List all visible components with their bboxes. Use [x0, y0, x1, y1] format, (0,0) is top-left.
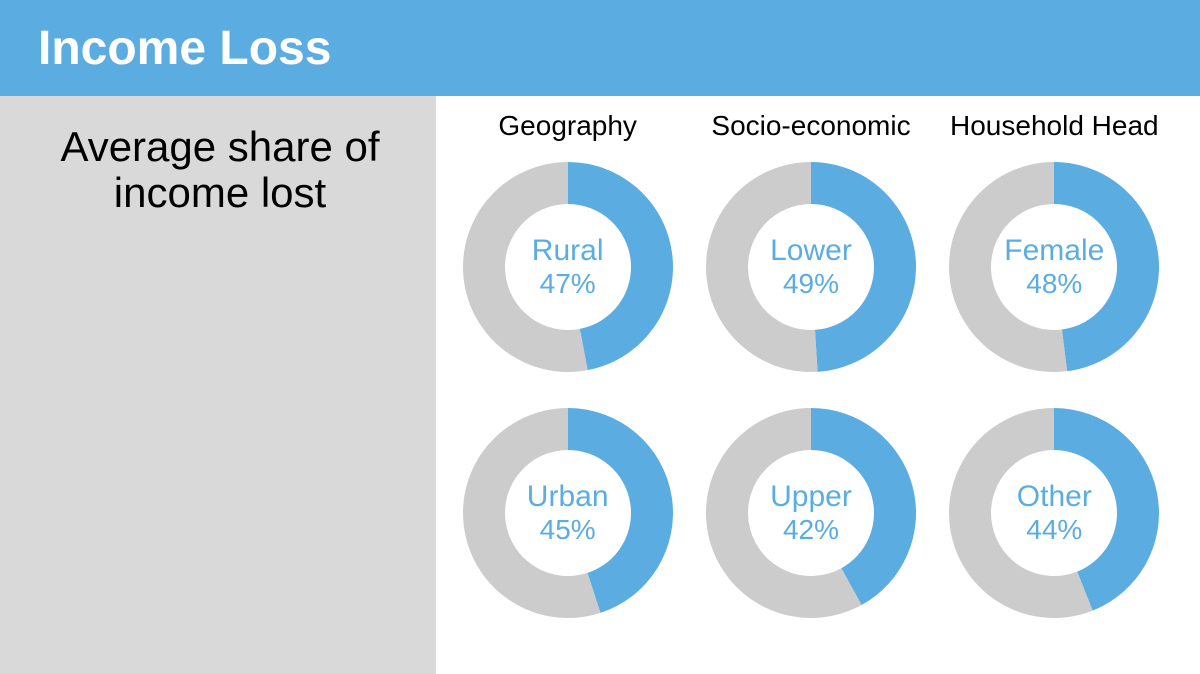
column-headers: Geography Socio-economic Household Head	[446, 110, 1176, 142]
donut-rural: Rural 47%	[463, 162, 673, 372]
donut-center: Lower 49%	[706, 162, 916, 372]
donut-value: 42%	[783, 514, 839, 546]
donut-label: Rural	[532, 234, 604, 269]
donut-female: Female 48%	[949, 162, 1159, 372]
donut-label: Female	[1004, 234, 1104, 269]
donut-urban: Urban 45%	[463, 408, 673, 618]
donut-upper: Upper 42%	[706, 408, 916, 618]
donut-center: Urban 45%	[463, 408, 673, 618]
column-header-household-head: Household Head	[933, 110, 1176, 142]
donut-label: Lower	[770, 234, 852, 269]
donut-cell: Other 44%	[933, 390, 1176, 636]
donut-center: Female 48%	[949, 162, 1159, 372]
side-panel: Average share of income lost	[0, 96, 436, 674]
donut-center: Other 44%	[949, 408, 1159, 618]
side-caption: Average share of income lost	[34, 124, 406, 216]
donut-cell: Lower 49%	[689, 144, 932, 390]
donut-lower: Lower 49%	[706, 162, 916, 372]
charts-panel: Geography Socio-economic Household Head …	[436, 96, 1200, 674]
donut-cell: Rural 47%	[446, 144, 689, 390]
donut-label: Upper	[770, 480, 852, 515]
donut-label: Urban	[527, 480, 609, 515]
donut-value: 48%	[1026, 268, 1082, 300]
donut-cell: Urban 45%	[446, 390, 689, 636]
donut-other: Other 44%	[949, 408, 1159, 618]
donut-center: Rural 47%	[463, 162, 673, 372]
column-header-geography: Geography	[446, 110, 689, 142]
donut-value: 44%	[1026, 514, 1082, 546]
donut-center: Upper 42%	[706, 408, 916, 618]
donut-value: 47%	[540, 268, 596, 300]
page-title: Income Loss	[38, 21, 331, 76]
donut-cell: Upper 42%	[689, 390, 932, 636]
main-area: Average share of income lost Geography S…	[0, 96, 1200, 674]
donut-label: Other	[1017, 480, 1092, 515]
donut-grid: Rural 47% Lower 49% Female 48%	[446, 144, 1176, 636]
title-bar: Income Loss	[0, 0, 1200, 96]
donut-value: 49%	[783, 268, 839, 300]
column-header-socioeconomic: Socio-economic	[689, 110, 932, 142]
donut-value: 45%	[540, 514, 596, 546]
donut-cell: Female 48%	[933, 144, 1176, 390]
